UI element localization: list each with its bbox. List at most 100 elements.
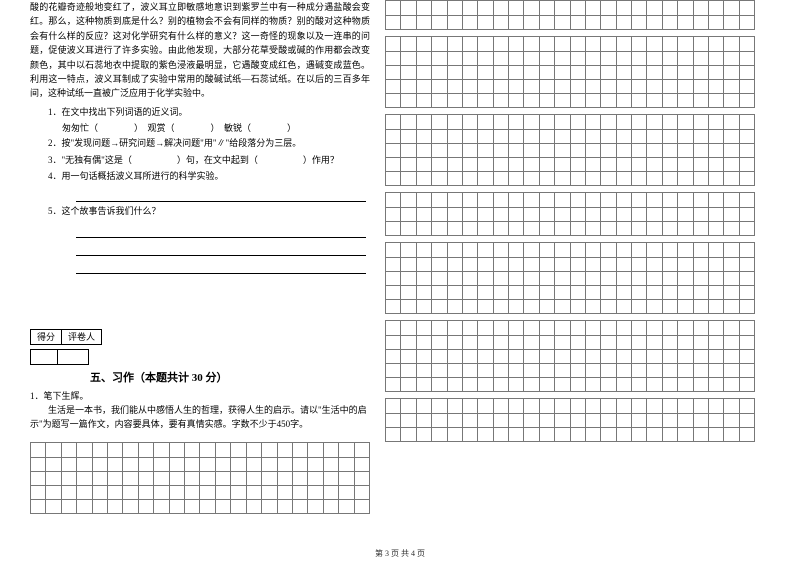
- grid-cell: [678, 272, 693, 285]
- grid-cell: [663, 414, 678, 427]
- grid-cell: [93, 500, 108, 513]
- grid-cell: [432, 336, 447, 349]
- grid-row: [386, 115, 754, 129]
- grid-cell: [216, 486, 231, 499]
- grid-cell: [663, 364, 678, 377]
- grid-cell: [709, 193, 724, 207]
- grid-cell: [478, 52, 493, 65]
- grid-cell: [601, 336, 616, 349]
- grid-cell: [663, 172, 678, 185]
- grid-cell: [432, 350, 447, 363]
- grid-cell: [555, 336, 570, 349]
- grid-cell: [494, 130, 509, 143]
- grid-cell: [154, 500, 169, 513]
- grid-cell: [617, 428, 632, 441]
- grid-cell: [724, 158, 739, 171]
- grid-cell: [571, 399, 586, 413]
- grid-cell: [601, 222, 616, 235]
- grid-cell: [448, 350, 463, 363]
- grid-cell: [386, 130, 401, 143]
- grid-row: [386, 37, 754, 51]
- grid-cell: [448, 193, 463, 207]
- grid-cell: [524, 208, 539, 221]
- grid-cell: [417, 336, 432, 349]
- grid-cell: [417, 350, 432, 363]
- grid-cell: [139, 472, 154, 485]
- grid-cell: [463, 272, 478, 285]
- grid-cell: [663, 336, 678, 349]
- grid-cell: [278, 500, 293, 513]
- grid-cell: [571, 1, 586, 15]
- grid-cell: [448, 243, 463, 257]
- grid-row: [31, 471, 369, 485]
- grid-cell: [617, 399, 632, 413]
- grid-cell: [401, 1, 416, 15]
- grid-cell: [540, 378, 555, 391]
- grid-cell: [724, 272, 739, 285]
- grid-cell: [494, 350, 509, 363]
- grid-cell: [663, 243, 678, 257]
- grid-cell: [448, 115, 463, 129]
- grid-cell: [170, 443, 185, 457]
- grid-cell: [694, 193, 709, 207]
- grid-cell: [601, 272, 616, 285]
- grid-cell: [478, 37, 493, 51]
- grid-cell: [663, 272, 678, 285]
- answer-line: [76, 260, 366, 274]
- grid-cell: [494, 80, 509, 93]
- grid-cell: [709, 115, 724, 129]
- grid-cell: [647, 350, 662, 363]
- grid-cell: [524, 399, 539, 413]
- grid-cell: [555, 414, 570, 427]
- grid-row: [31, 499, 369, 513]
- grid-cell: [432, 158, 447, 171]
- grid-cell: [139, 500, 154, 513]
- grid-cell: [647, 222, 662, 235]
- grid-cell: [694, 222, 709, 235]
- grid-cell: [417, 158, 432, 171]
- grid-cell: [571, 193, 586, 207]
- grid-cell: [308, 500, 323, 513]
- grid-cell: [62, 472, 77, 485]
- grid-cell: [586, 144, 601, 157]
- grid-cell: [740, 336, 754, 349]
- grid-cell: [601, 16, 616, 29]
- grid-cell: [617, 94, 632, 107]
- grid-row: [386, 221, 754, 235]
- grid-cell: [386, 364, 401, 377]
- grid-cell: [417, 94, 432, 107]
- grid-cell: [432, 193, 447, 207]
- essay-heading: 1．笔下生辉。: [30, 389, 370, 403]
- grid-cell: [555, 66, 570, 79]
- grid-cell: [647, 80, 662, 93]
- grid-cell: [262, 472, 277, 485]
- grid-cell: [647, 286, 662, 299]
- grid-cell: [647, 193, 662, 207]
- grid-cell: [632, 208, 647, 221]
- grid-block: [385, 36, 755, 108]
- grid-cell: [586, 66, 601, 79]
- grid-cell: [432, 115, 447, 129]
- grid-cell: [448, 364, 463, 377]
- passage-text: 酸的花瓣奇迹般地变红了，波义耳立即敏感地意识到紫罗兰中有一种成分遇盐酸会变红。那…: [30, 0, 370, 101]
- grid-cell: [478, 243, 493, 257]
- grid-cell: [740, 37, 754, 51]
- grid-cell: [509, 66, 524, 79]
- grid-cell: [524, 144, 539, 157]
- grid-cell: [555, 243, 570, 257]
- grid-cell: [478, 193, 493, 207]
- grid-cell: [678, 94, 693, 107]
- grid-cell: [694, 52, 709, 65]
- grid-cell: [540, 222, 555, 235]
- grid-cell: [663, 16, 678, 29]
- answer-line: [76, 224, 366, 238]
- grid-cell: [139, 443, 154, 457]
- grid-cell: [463, 208, 478, 221]
- grid-cell: [386, 222, 401, 235]
- grid-cell: [663, 37, 678, 51]
- grid-cell: [555, 158, 570, 171]
- grid-cell: [401, 258, 416, 271]
- grid-cell: [524, 130, 539, 143]
- grid-cell: [632, 52, 647, 65]
- grid-cell: [262, 458, 277, 471]
